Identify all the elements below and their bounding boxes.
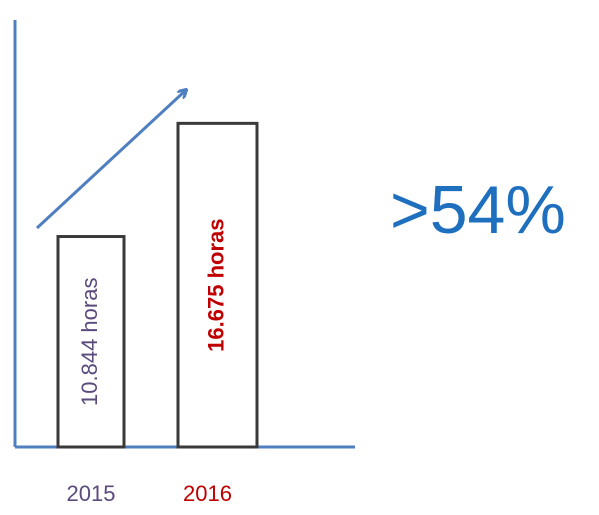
bar-label: 16.675 horas (203, 219, 228, 352)
x-tick-label: 2016 (183, 481, 232, 506)
annotation: >54% (390, 172, 566, 248)
trend-arrow (35, 90, 186, 230)
x-tick-label: 2015 (67, 481, 116, 506)
bar-label: 10.844 horas (77, 278, 102, 406)
bar (56, 235, 126, 449)
bar (176, 121, 259, 449)
